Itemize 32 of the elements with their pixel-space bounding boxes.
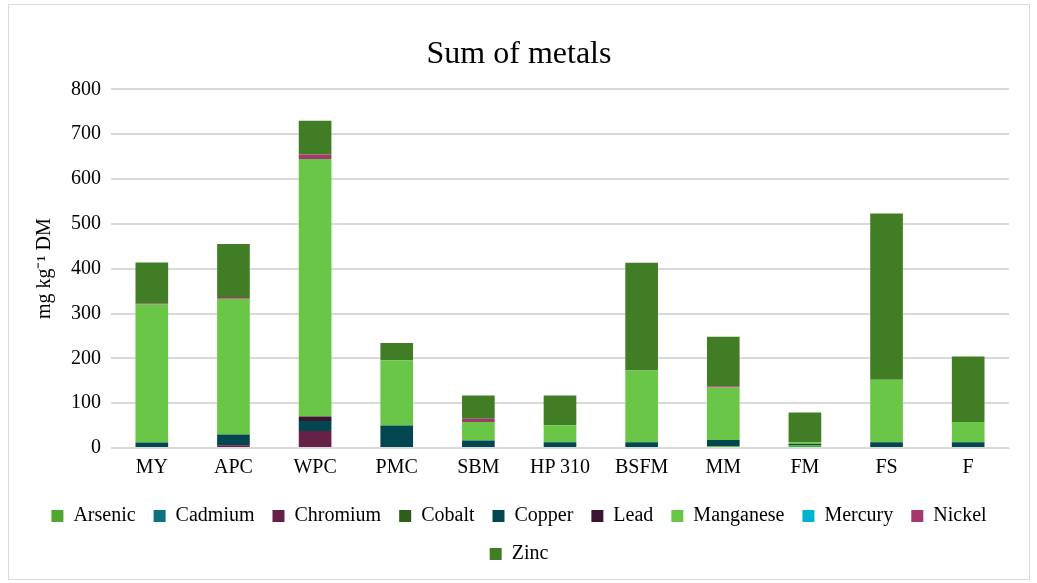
x-tick-label: FS: [875, 455, 898, 478]
chart-title: Sum of metals: [426, 33, 612, 70]
legend-label: Nickel: [933, 503, 988, 526]
x-tick-label: WPC: [293, 455, 337, 478]
y-tick-label: 700: [71, 121, 101, 144]
y-tick-label: 800: [71, 76, 101, 99]
x-tick-label: HP 310: [530, 455, 590, 478]
x-tick-label: APC: [214, 455, 253, 478]
legend-label: Cadmium: [175, 503, 255, 526]
legend-label: Chromium: [294, 503, 382, 526]
legend-label: Zinc: [511, 541, 549, 564]
y-tick-label: 200: [71, 345, 101, 368]
legend-label: Copper: [514, 503, 574, 527]
y-tick-label: 100: [71, 390, 101, 413]
x-tick-label: BSFM: [614, 455, 669, 478]
y-tick-label: 600: [71, 166, 101, 189]
legend-label: Arsenic: [73, 503, 136, 526]
legend-label: Cobalt: [421, 503, 475, 526]
y-tick-label: 300: [71, 300, 101, 323]
legend-label: Manganese: [693, 503, 785, 527]
y-tick-label: 0: [91, 435, 101, 458]
x-tick-label: PMC: [375, 455, 418, 478]
x-tick-label: MM: [705, 455, 742, 478]
x-tick-label: SBM: [457, 455, 500, 478]
x-tick-label: MY: [135, 455, 168, 478]
y-tick-label: 500: [71, 211, 101, 234]
legend-label: Mercury: [824, 503, 894, 527]
legend-label: Lead: [613, 503, 654, 526]
x-tick-label: FM: [790, 455, 820, 478]
y-axis-title: mg kg⁻¹ DM: [32, 218, 56, 320]
y-tick-label: 400: [71, 255, 101, 278]
x-tick-label: F: [962, 455, 974, 478]
